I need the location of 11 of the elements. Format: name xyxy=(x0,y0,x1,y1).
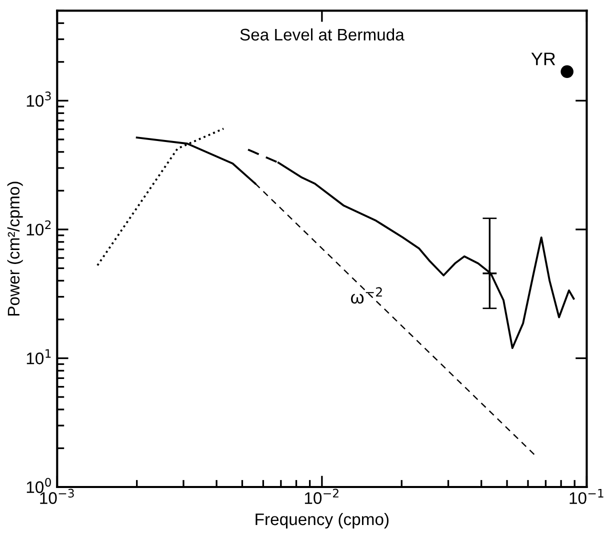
y-tick-label: 10$^{1}$ xyxy=(26,349,51,364)
y-tick-label: 10$^{2}$ xyxy=(26,220,51,236)
y-tick-label: 10$^{3}$ xyxy=(26,92,51,107)
y-axis-title: Power (cm²/cpmo) xyxy=(7,182,23,316)
annotation: YR xyxy=(531,52,556,66)
text: Sea Level at Bermuda xyxy=(240,28,404,41)
x-tick-label: 10$^{−1}$ xyxy=(570,488,604,504)
x-axis-title: Frequency (cpmo) xyxy=(256,512,389,528)
y-tick-label: 10$^{0}$ xyxy=(26,478,51,494)
annotation: ω$^{−2}$ xyxy=(350,287,382,304)
x-tick-label: 10$^{−2}$ xyxy=(304,488,338,504)
